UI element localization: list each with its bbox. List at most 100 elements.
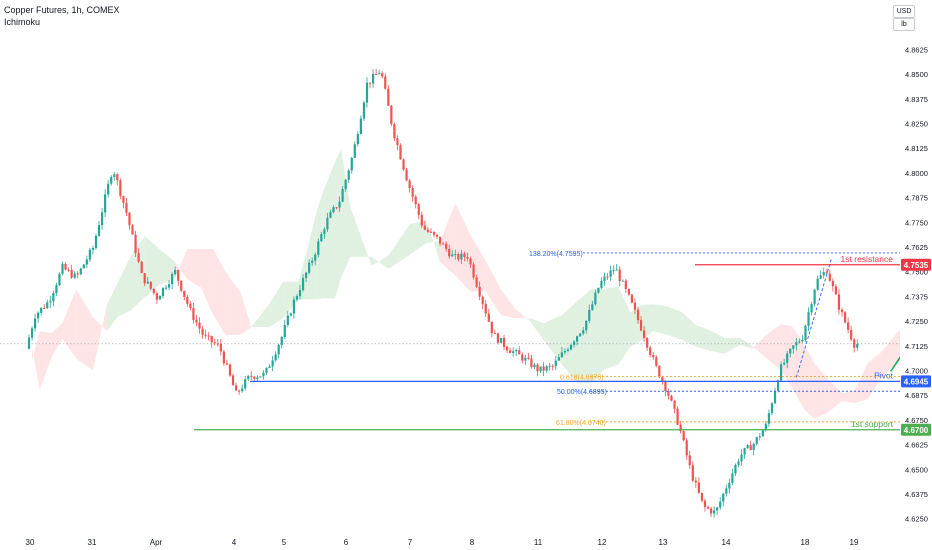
cloud-segment	[514, 308, 530, 322]
candle-body	[700, 492, 704, 501]
candle-body	[277, 344, 280, 355]
candle-body	[579, 333, 582, 337]
candle-body	[569, 344, 573, 350]
cloud-segment	[158, 247, 176, 286]
cloud-segment	[106, 283, 118, 331]
candle-body	[167, 284, 171, 288]
cloud-segment	[577, 289, 591, 384]
candle-body	[661, 377, 664, 382]
candle-body	[378, 73, 381, 75]
candle-body	[100, 212, 104, 226]
candle-body	[822, 272, 825, 276]
pivot-price-tag	[901, 375, 931, 388]
candle-body	[585, 320, 588, 331]
resistance-label: 1st resistance	[841, 254, 894, 264]
candle-body	[375, 73, 378, 75]
cloud-segment	[653, 304, 667, 335]
time-tick-label: 31	[88, 538, 97, 547]
candle-body	[40, 307, 43, 313]
candle-body	[368, 82, 372, 84]
time-tick-label: 18	[801, 538, 810, 547]
candle-body	[466, 257, 469, 259]
support-price-tag	[901, 423, 931, 436]
candle-body	[780, 364, 783, 381]
candle-body	[256, 377, 259, 380]
candle-body	[816, 278, 819, 290]
candle-body	[417, 204, 420, 215]
cloud-segment	[322, 162, 336, 299]
candle-body	[716, 507, 719, 511]
candle-body	[679, 424, 682, 432]
candle-body	[560, 352, 563, 358]
candle-body	[713, 510, 716, 514]
candle-body	[813, 289, 816, 304]
cloud-segment	[455, 203, 471, 292]
candle-body	[225, 363, 229, 365]
candle-body	[183, 290, 186, 297]
candle-body	[831, 280, 834, 287]
candle-body	[548, 365, 551, 367]
candle-body	[280, 336, 283, 345]
candle-body	[341, 189, 344, 202]
candle-body	[606, 276, 609, 278]
candle-body	[213, 342, 216, 344]
time-tick-label: 11	[534, 538, 543, 547]
candle-body	[295, 296, 299, 300]
candle-body	[728, 482, 731, 489]
candle-body	[502, 337, 506, 347]
cloud-segment	[341, 149, 351, 278]
candle-body	[371, 73, 375, 84]
candle-body	[244, 379, 247, 389]
candle-body	[493, 333, 496, 335]
support-price-value: 4.6700	[904, 426, 929, 435]
price-tick-label: 4.7625	[905, 243, 928, 252]
time-tick-label: 4	[232, 538, 237, 547]
candle-body	[448, 249, 451, 257]
candle-body	[432, 231, 436, 235]
price-tick-label: 4.7250	[905, 317, 928, 326]
candle-body	[207, 335, 210, 337]
candle-body	[603, 276, 606, 281]
candle-body	[393, 124, 396, 139]
candle-body	[30, 328, 34, 338]
candle-body	[597, 287, 600, 293]
candle-body	[420, 214, 423, 226]
candle-body	[828, 273, 831, 281]
candle-body	[146, 281, 149, 284]
cloud-segment	[269, 281, 284, 328]
candle-body	[658, 365, 661, 378]
candle-body	[670, 395, 673, 401]
candle-body	[329, 212, 332, 218]
currency-button[interactable]: USD	[893, 5, 915, 18]
fibonacci: 138.20%(4.7595) 0.618(4.6970) 50.00%(4.689…	[529, 251, 900, 427]
candle-body	[323, 229, 326, 235]
unit-button[interactable]: lb	[893, 18, 915, 31]
cloud-segment	[187, 248, 202, 288]
candle-body	[770, 403, 774, 414]
candle-body	[49, 301, 52, 303]
candle-body	[807, 312, 810, 326]
price-tick-label: 4.8250	[905, 120, 928, 129]
candle-body	[734, 464, 737, 474]
cloud-segment	[590, 288, 605, 384]
price-tick-label: 4.8625	[905, 45, 928, 54]
cloud-segment	[854, 362, 868, 404]
cloud-segment	[298, 247, 308, 300]
candle-body	[798, 341, 801, 343]
candle-body	[347, 170, 350, 180]
candle-body	[158, 295, 162, 300]
cloud-segment	[765, 324, 782, 371]
candle-body	[186, 296, 189, 304]
cloud-segment	[175, 248, 188, 280]
cloud-segment	[561, 301, 578, 384]
time-tick-label: 13	[659, 538, 668, 547]
candle-body	[195, 319, 198, 323]
candle-body	[125, 202, 128, 213]
cloud-segment	[666, 306, 683, 340]
candle-body	[454, 253, 457, 255]
candle-body	[353, 144, 356, 158]
candle-body	[61, 263, 64, 274]
candle-body	[88, 249, 91, 260]
candle-body	[438, 236, 442, 244]
